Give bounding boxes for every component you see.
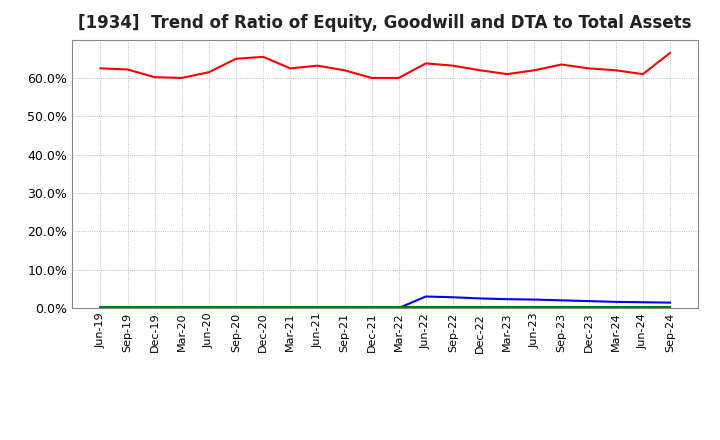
Deferred Tax Assets <box>476 304 485 309</box>
Goodwill <box>341 305 349 311</box>
Goodwill <box>123 305 132 311</box>
Equity <box>178 75 186 81</box>
Deferred Tax Assets <box>286 304 294 309</box>
Deferred Tax Assets <box>611 304 620 309</box>
Equity <box>367 75 376 81</box>
Deferred Tax Assets <box>259 304 268 309</box>
Goodwill <box>584 298 593 304</box>
Equity <box>639 71 647 77</box>
Goodwill <box>259 305 268 311</box>
Deferred Tax Assets <box>395 304 403 309</box>
Deferred Tax Assets <box>150 304 159 309</box>
Equity <box>665 50 674 55</box>
Deferred Tax Assets <box>178 304 186 309</box>
Deferred Tax Assets <box>584 304 593 309</box>
Equity <box>557 62 566 67</box>
Deferred Tax Assets <box>665 304 674 309</box>
Equity <box>96 66 105 71</box>
Equity <box>123 67 132 72</box>
Equity <box>421 61 430 66</box>
Deferred Tax Assets <box>313 304 322 309</box>
Deferred Tax Assets <box>96 304 105 309</box>
Equity <box>341 68 349 73</box>
Title: [1934]  Trend of Ratio of Equity, Goodwill and DTA to Total Assets: [1934] Trend of Ratio of Equity, Goodwil… <box>78 15 692 33</box>
Equity <box>286 66 294 71</box>
Line: Equity: Equity <box>101 53 670 78</box>
Deferred Tax Assets <box>530 304 539 309</box>
Goodwill <box>204 305 213 311</box>
Equity <box>259 54 268 59</box>
Equity <box>232 56 240 62</box>
Equity <box>449 63 457 68</box>
Goodwill <box>611 299 620 304</box>
Deferred Tax Assets <box>421 304 430 309</box>
Equity <box>150 74 159 80</box>
Goodwill <box>557 298 566 303</box>
Deferred Tax Assets <box>557 304 566 309</box>
Goodwill <box>421 294 430 299</box>
Equity <box>476 68 485 73</box>
Deferred Tax Assets <box>639 304 647 309</box>
Goodwill <box>313 305 322 311</box>
Goodwill <box>449 295 457 300</box>
Equity <box>584 66 593 71</box>
Line: Goodwill: Goodwill <box>101 297 670 308</box>
Goodwill <box>367 305 376 311</box>
Equity <box>503 71 511 77</box>
Goodwill <box>665 300 674 305</box>
Goodwill <box>286 305 294 311</box>
Equity <box>530 68 539 73</box>
Equity <box>313 63 322 68</box>
Deferred Tax Assets <box>367 304 376 309</box>
Goodwill <box>178 305 186 311</box>
Goodwill <box>503 297 511 302</box>
Goodwill <box>476 296 485 301</box>
Deferred Tax Assets <box>123 304 132 309</box>
Goodwill <box>96 305 105 311</box>
Deferred Tax Assets <box>449 304 457 309</box>
Legend: Equity, Goodwill, Deferred Tax Assets: Equity, Goodwill, Deferred Tax Assets <box>173 435 598 440</box>
Goodwill <box>395 305 403 311</box>
Goodwill <box>530 297 539 302</box>
Goodwill <box>150 305 159 311</box>
Deferred Tax Assets <box>503 304 511 309</box>
Deferred Tax Assets <box>341 304 349 309</box>
Goodwill <box>232 305 240 311</box>
Equity <box>611 68 620 73</box>
Equity <box>395 75 403 81</box>
Goodwill <box>639 300 647 305</box>
Equity <box>204 70 213 75</box>
Deferred Tax Assets <box>204 304 213 309</box>
Deferred Tax Assets <box>232 304 240 309</box>
